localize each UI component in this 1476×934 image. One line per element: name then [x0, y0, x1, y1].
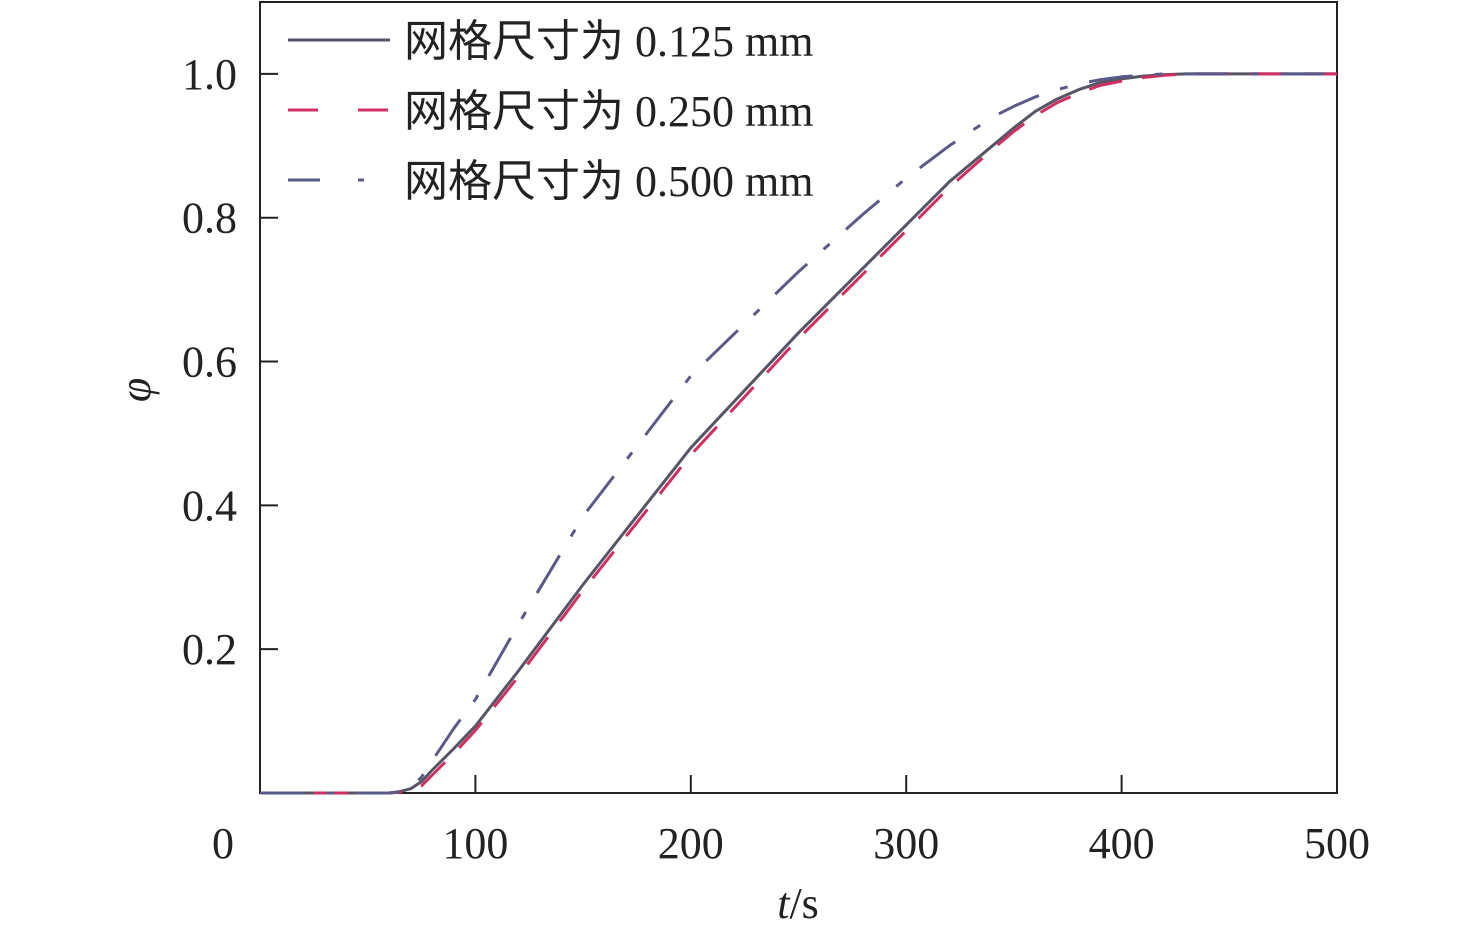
y-tick-label: 1.0 [182, 50, 237, 99]
legend: 网格尺寸为 0.125 mm 网格尺寸为 0.250 mm 网格尺寸为 0.500 … [288, 17, 813, 206]
y-tick-label: 0.8 [182, 194, 237, 243]
legend-label: 网格尺寸为 0.250 mm [404, 87, 813, 136]
ticks-layer: 0 100 200 300 400 500 0.2 0.4 0.6 0.8 1.0 [182, 50, 1370, 868]
x-axis-title: t/s [777, 879, 819, 928]
x-tick-label: 300 [873, 819, 939, 868]
x-tick-label: 0 [212, 819, 234, 868]
legend-item: 网格尺寸为 0.250 mm [288, 87, 813, 136]
series-line-3 [260, 72, 1337, 795]
y-axis-title: φ [111, 378, 160, 402]
y-tick-label: 0.6 [182, 338, 237, 387]
plot-frame [259, 1, 1338, 794]
legend-item: 网格尺寸为 0.125 mm [288, 17, 813, 66]
x-axis-unit: /s [789, 879, 818, 928]
y-tick-label: 0.4 [182, 481, 237, 530]
x-tick-label: 100 [442, 819, 508, 868]
series-line-2 [260, 72, 1337, 795]
plot-area [259, 1, 1338, 794]
series-layer [260, 72, 1337, 795]
x-axis-variable: t [777, 879, 791, 928]
x-tick-label: 200 [658, 819, 724, 868]
legend-item: 网格尺寸为 0.500 mm [288, 157, 813, 206]
legend-label: 网格尺寸为 0.125 mm [404, 17, 813, 66]
x-tick-label: 500 [1304, 819, 1370, 868]
legend-label: 网格尺寸为 0.500 mm [404, 157, 813, 206]
y-tick-label: 0.2 [182, 625, 237, 674]
series-line-1 [260, 72, 1337, 795]
x-tick-label: 400 [1089, 819, 1155, 868]
